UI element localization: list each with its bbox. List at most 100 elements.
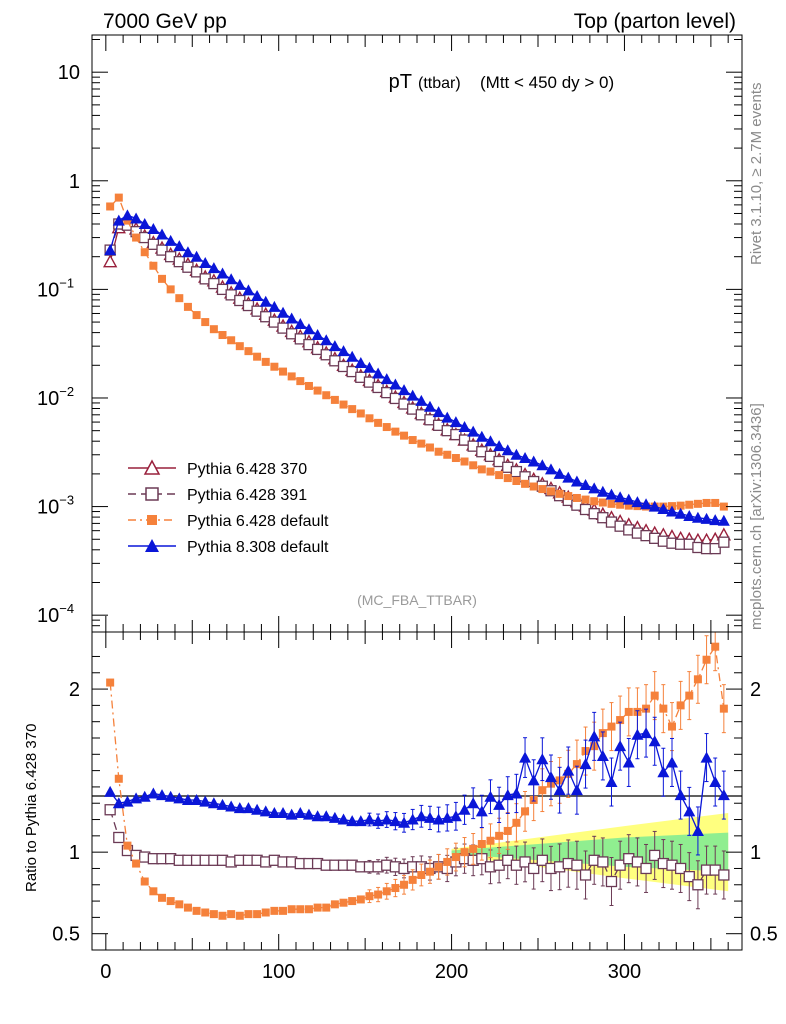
data-point [495,471,504,480]
data-point [719,502,728,511]
data-point [423,400,436,412]
data-point [104,244,117,256]
data-point [588,482,601,494]
data-point [132,859,141,868]
data-point [571,859,583,871]
data-point [277,322,289,334]
data-point [199,256,212,268]
data-point [130,212,143,224]
data-point [330,395,339,404]
data-point [709,776,722,788]
header-process-label: Top (parton level) [574,10,736,33]
data-point [313,903,322,912]
data-point [147,222,160,234]
data-point [648,500,661,512]
ratio-y-tick-label-right: 1 [750,842,761,864]
data-point [209,910,218,919]
data-point [536,854,548,866]
data-point [389,378,402,390]
y-tick-label: 10−3 [37,493,74,519]
data-point [501,444,514,456]
data-point [640,498,653,510]
data-point [302,323,315,335]
data-point [304,381,313,390]
data-point [356,895,365,904]
data-point [702,655,711,664]
data-point [261,908,270,917]
data-point [538,485,547,494]
data-point [285,312,298,324]
data-point [451,454,460,463]
data-point [691,824,704,836]
data-point [156,789,169,801]
data-point [432,813,445,825]
data-point [477,465,486,474]
data-point [322,903,331,912]
data-point [166,285,175,294]
data-point [192,906,201,915]
rivet-version-label: Rivet 3.1.10, ≥ 2.7M events [748,83,765,266]
data-point [346,350,359,362]
data-point [365,892,374,901]
data-point [622,493,635,505]
data-point [138,790,151,802]
data-point [425,867,434,876]
data-point [183,302,192,311]
y-tick-label: 1 [69,171,80,193]
data-point [199,795,212,807]
data-point [287,372,296,381]
data-point [181,793,194,805]
data-point [544,771,557,783]
data-point [225,800,238,812]
data-point [121,795,134,807]
data-point [363,813,376,825]
data-point [294,333,306,345]
ratio-y-tick-label: 1 [69,842,80,864]
data-point [579,758,592,770]
legend-entry-p6-370: Pythia 6.428 370 [128,459,307,478]
x-tick-label: 100 [262,961,295,983]
data-point [460,457,469,466]
data-point [521,479,530,488]
data-point [287,905,296,914]
data-point [691,511,704,523]
data-point [536,753,549,765]
data-point [112,797,125,809]
y-tick-label: 10−1 [37,275,74,301]
data-point [538,786,547,795]
data-point [596,485,609,497]
data-point [207,262,220,274]
data-point [354,356,367,368]
data-point [285,808,298,820]
x-tick-label: 0 [100,961,111,983]
data-point [588,730,601,742]
legend-label: Pythia 6.428 default [187,513,329,530]
data-point [348,405,357,414]
data-point [322,391,331,400]
data-point [415,394,428,406]
data-point [114,193,123,202]
x-tick-label: 300 [608,961,641,983]
ratio-panel-frame [91,631,743,951]
data-point [667,722,676,731]
data-point [408,436,417,445]
data-point [192,311,201,320]
data-point [329,355,341,367]
title-cut: (Mtt < 450 dy > 0) [480,73,614,92]
data-point [486,836,495,845]
data-point [544,463,557,475]
data-point [495,831,504,840]
data-point [415,810,428,822]
data-point [382,423,391,432]
data-point [570,784,583,796]
data-point [432,406,445,418]
legend-label: Pythia 6.428 370 [187,461,307,478]
data-point [659,704,668,713]
data-point [624,501,633,510]
data-point [398,384,411,396]
data-point [268,316,281,328]
data-point [330,900,339,909]
data-point [147,787,160,799]
data-point [562,764,575,776]
data-point [685,691,694,700]
